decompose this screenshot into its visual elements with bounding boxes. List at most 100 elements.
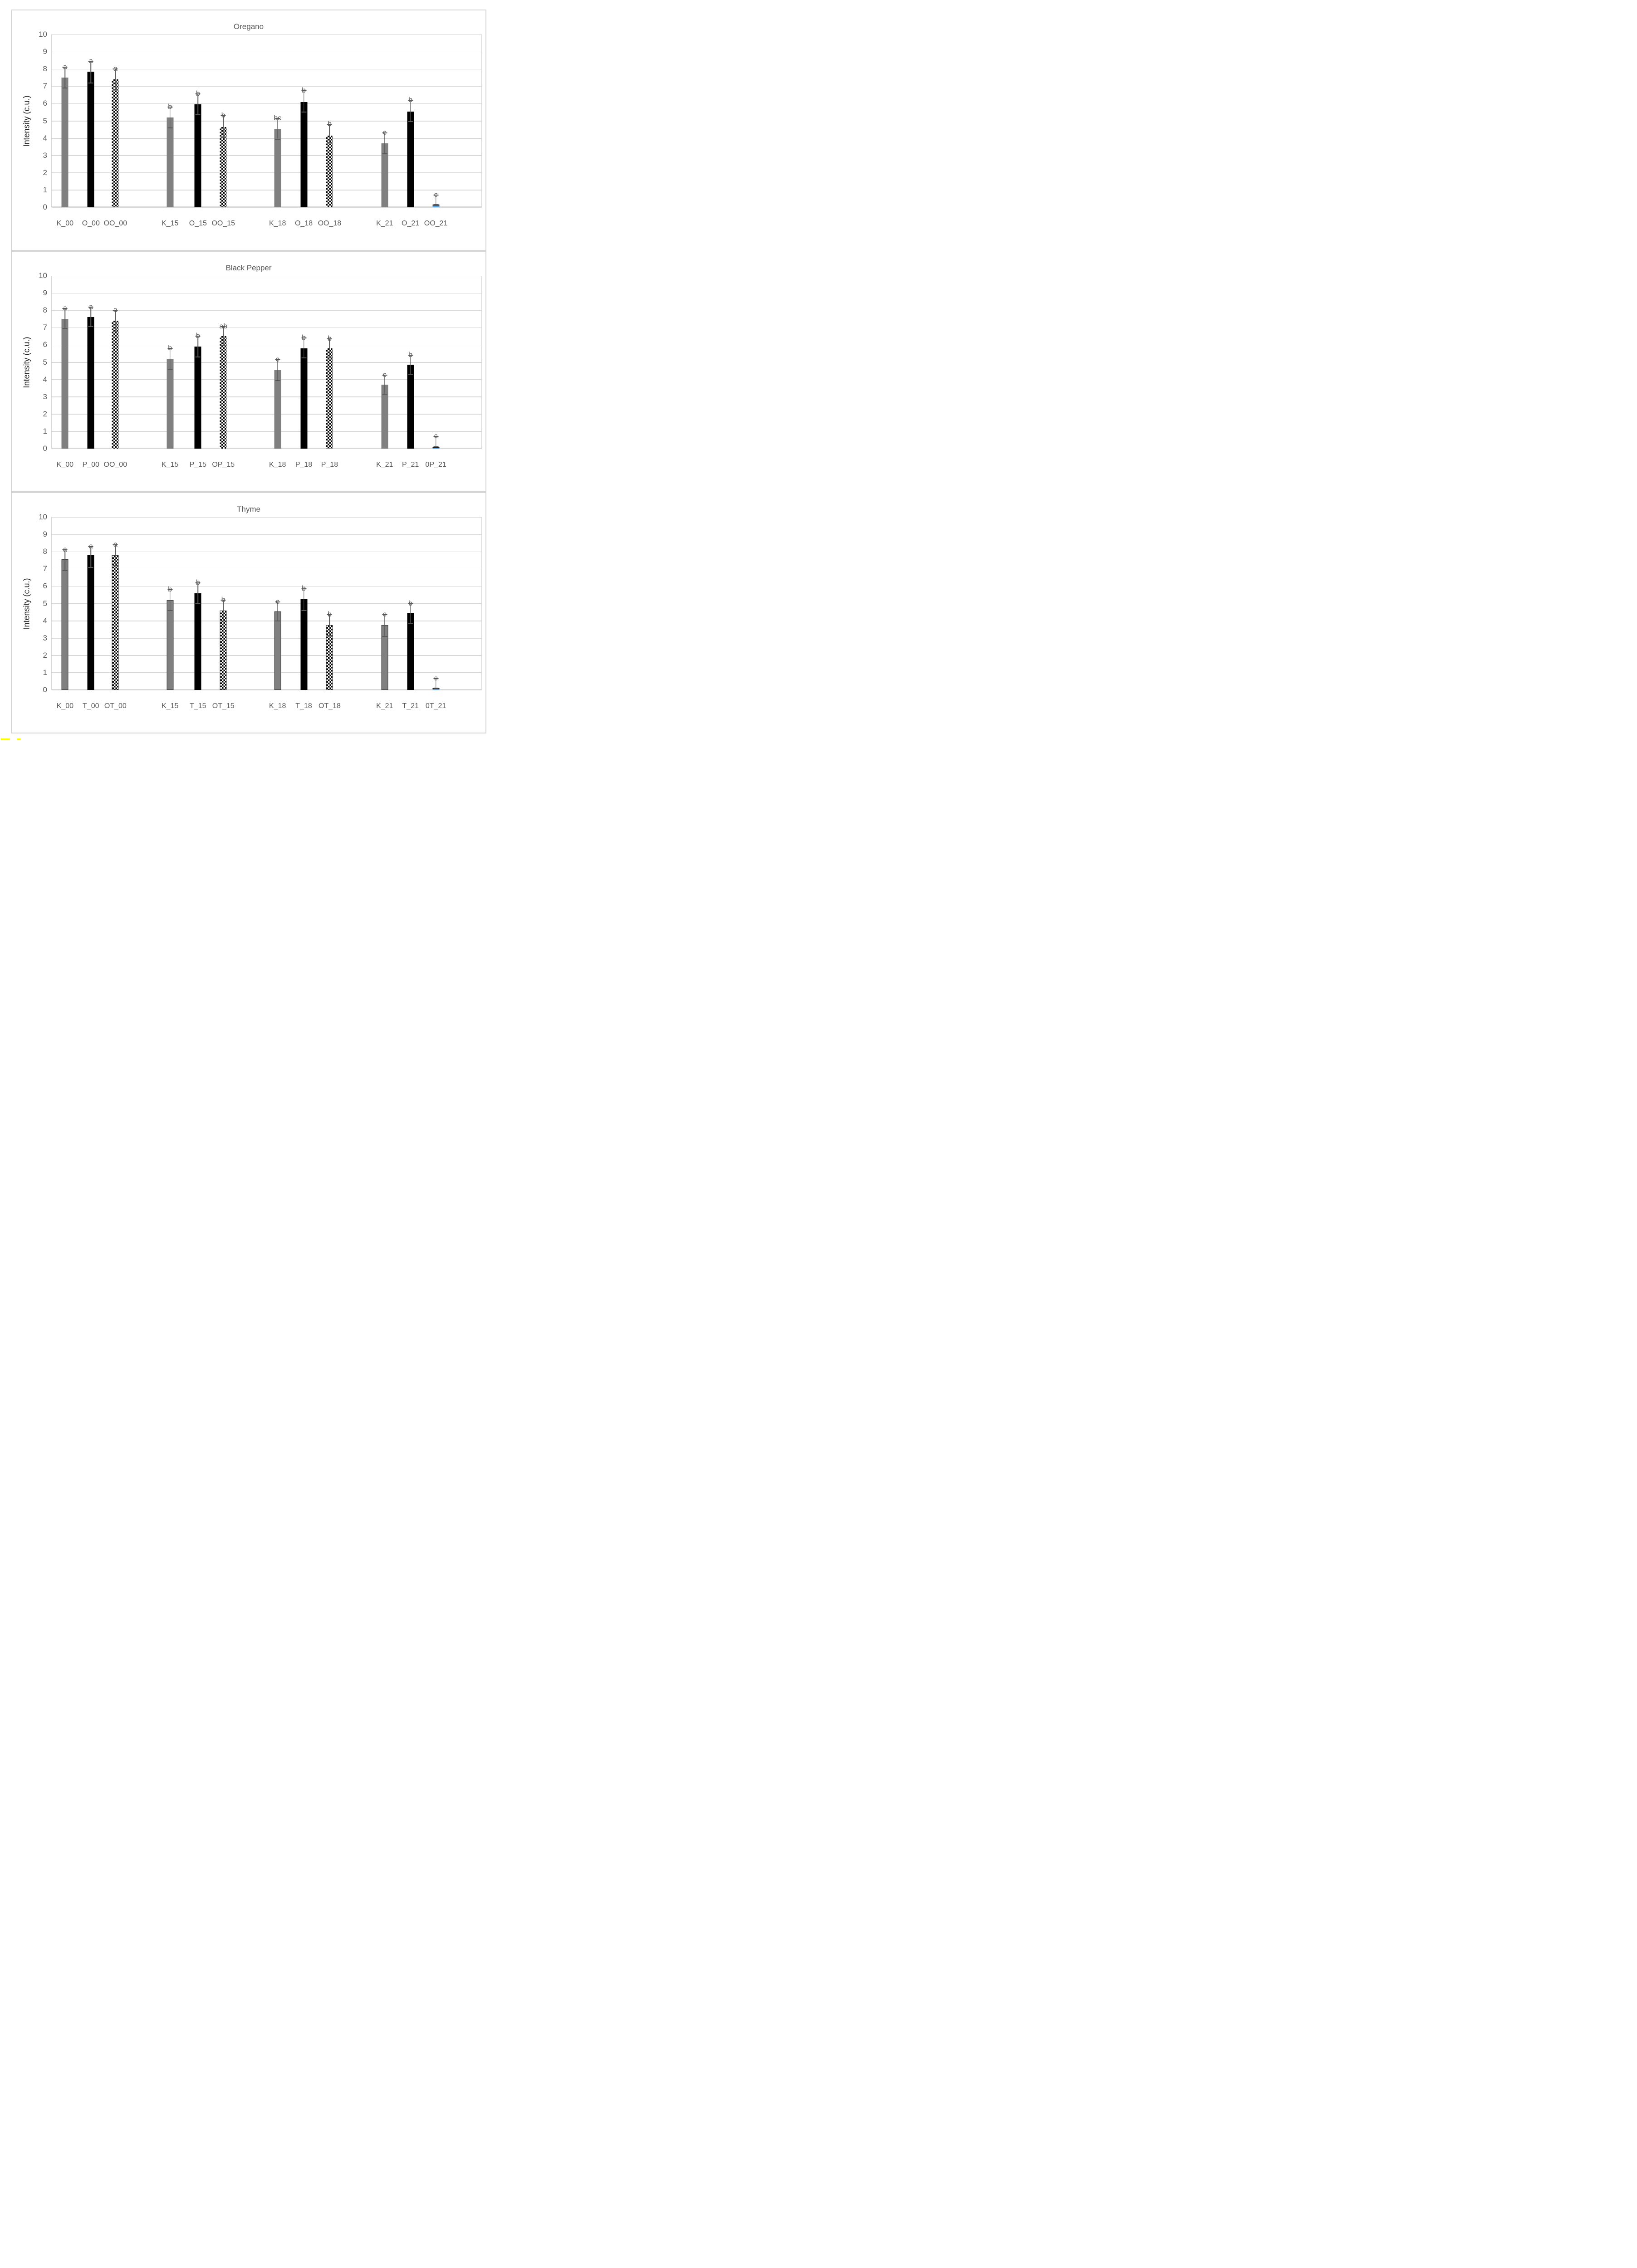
gridline [52, 275, 482, 276]
significance-letter: c [275, 355, 279, 363]
significance-letter: c [382, 129, 387, 137]
significance-letter: b [221, 596, 225, 604]
y-tick-label: 2 [43, 409, 47, 418]
error-bar-cap-top [195, 336, 201, 337]
error-bar-cap-bottom [113, 89, 118, 90]
error-bar-stem [115, 69, 116, 90]
error-bar-stem [64, 308, 66, 329]
bar-O_15 [194, 104, 201, 207]
significance-letter: c [434, 675, 438, 683]
gridline [52, 68, 482, 70]
chart-title: Oregano [233, 22, 264, 31]
error-bar-cap-top [408, 355, 413, 356]
plot-area: a a a b b b c b b c b c [51, 517, 482, 690]
error-bar-stem [90, 61, 92, 83]
bar-P_00 [87, 317, 94, 449]
gridline [52, 396, 482, 397]
x-label-O_00: O_00 [82, 220, 100, 227]
significance-letter: bc [274, 114, 282, 122]
error-bar-stem [329, 124, 330, 143]
error-bar-stem [410, 603, 411, 624]
chart-title: Thyme [237, 505, 260, 513]
x-label-K_21: K_21 [376, 220, 393, 227]
x-label-O_15: O_15 [189, 220, 207, 227]
x-label-OO_00: OO_00 [103, 461, 127, 469]
bar-OT_15 [220, 610, 227, 690]
y-axis-line [51, 34, 52, 207]
significance-letter: b [221, 112, 225, 120]
error-bar-cap-bottom [195, 114, 201, 116]
error-bar-stem [223, 600, 224, 621]
significance-letter: c [382, 611, 387, 619]
bar-T_15 [194, 593, 201, 690]
chart-panel-oregano: Oregano Intensity (c.u.) 0 1 2 3 4 5 6 7 8 9 10 a a a b b… [11, 10, 486, 251]
significance-letter: b [408, 96, 413, 104]
error-bar-cap-top [221, 599, 226, 601]
bar-P_15 [194, 347, 201, 449]
x-label-OO_15: OO_15 [211, 220, 235, 227]
bar-K_15 [167, 117, 174, 207]
significance-letter: b [408, 351, 413, 359]
x-label-T_21: T_21 [402, 702, 419, 710]
error-bar-stem [223, 116, 224, 137]
error-bar-cap-top [382, 375, 387, 376]
bar-T_00 [87, 555, 94, 690]
y-tick-label: 8 [43, 547, 47, 556]
error-bar-stem [384, 133, 385, 154]
error-bar-stem [329, 615, 330, 635]
error-bar-stem [384, 615, 385, 636]
error-bar-cap-top [327, 614, 332, 616]
error-bar-stem [169, 348, 171, 369]
bar-K_15 [167, 358, 174, 449]
error-bar-stem [277, 359, 278, 381]
y-tick-label: 1 [43, 668, 47, 677]
gridline [52, 603, 482, 604]
gridline [52, 379, 482, 380]
error-bar-cap-top [62, 549, 68, 551]
significance-letter: c [275, 597, 279, 606]
x-label-OT_00: OT_00 [104, 702, 127, 710]
x-label-OO_21: OO_21 [424, 220, 448, 227]
significance-letter: a [88, 57, 93, 65]
error-bar-cap-bottom [382, 635, 387, 637]
y-tick-label: 7 [43, 82, 47, 91]
x-label-K_18: K_18 [269, 220, 286, 227]
error-bar-cap-bottom [275, 138, 280, 140]
error-bar-cap-bottom [408, 374, 413, 375]
bar-K_18 [274, 611, 281, 690]
y-tick-label: 2 [43, 168, 47, 177]
x-label-K_15: K_15 [162, 461, 179, 469]
bar-K_18 [274, 128, 281, 207]
error-bar-cap-top [221, 326, 226, 327]
significance-letter: a [63, 63, 67, 71]
gridline [52, 672, 482, 673]
error-bar-stem [197, 336, 199, 357]
error-bar-cap-bottom [167, 127, 173, 128]
gridline [52, 655, 482, 656]
gridline [52, 327, 482, 328]
error-bar-cap-bottom [113, 565, 118, 566]
x-label-T_15: T_15 [190, 702, 206, 710]
error-bar-cap-bottom [221, 137, 226, 138]
gridline [52, 414, 482, 415]
error-bar-stem [277, 601, 278, 621]
error-bar-stem [277, 118, 278, 139]
plot-area: a a a b b ab c b b c b c [51, 275, 482, 449]
error-bar-cap-bottom [408, 121, 413, 122]
y-tick-label: 6 [43, 582, 47, 591]
error-bar-cap-top [113, 68, 118, 70]
y-tick-label: 4 [43, 133, 47, 142]
x-label-0P_21: 0P_21 [425, 461, 446, 469]
x-label-P_21: P_21 [402, 461, 419, 469]
y-tick-label: 10 [39, 30, 47, 39]
x-label-OO_18: OO_18 [318, 220, 342, 227]
x-label-OP_15: OP_15 [212, 461, 235, 469]
error-bar-cap-top [88, 306, 93, 308]
plot-area: a a a b b b bc b b c b c [51, 34, 482, 208]
error-bar-stem [329, 339, 330, 358]
error-bar-stem [197, 582, 199, 604]
x-label-K_00: K_00 [56, 702, 74, 710]
highlight-mark-left [1, 738, 10, 740]
error-bar-cap-bottom [275, 380, 280, 381]
y-tick-label: 5 [43, 357, 47, 367]
